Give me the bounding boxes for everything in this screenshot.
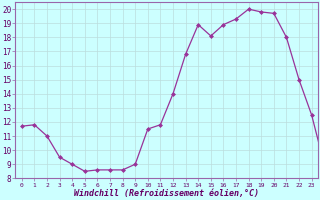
X-axis label: Windchill (Refroidissement éolien,°C): Windchill (Refroidissement éolien,°C) — [74, 189, 259, 198]
